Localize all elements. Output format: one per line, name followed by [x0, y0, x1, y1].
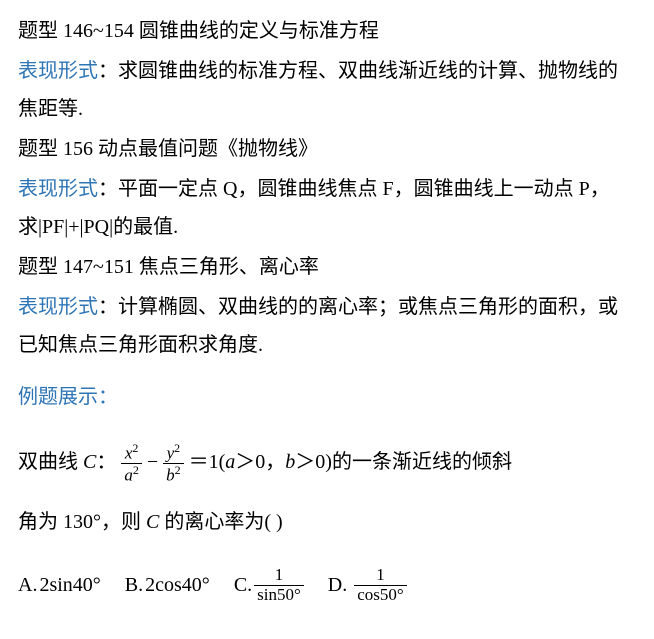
option-c-num: 1	[254, 566, 304, 586]
option-d-den: cos50°	[354, 586, 406, 605]
option-d-frac: 1 cos50°	[354, 566, 406, 604]
option-d-label: D.	[328, 566, 347, 604]
section2-form-text: ：平面一定点 Q，圆锥曲线焦点 F，圆锥曲线上一动点 P，求|PF|+|PQ|的…	[18, 178, 610, 238]
problem-line2: 角为 130°，则 C 的离心率为( )	[18, 496, 636, 548]
section3-title: 题型 147~151 焦点三角形、离心率	[18, 248, 636, 286]
gt2: ＞0)的一条渐近线的倾斜	[295, 451, 512, 473]
gt1: ＞0，	[235, 451, 285, 473]
section2-form-label: 表现形式	[18, 178, 98, 200]
option-c: C. 1 sin50°	[234, 566, 304, 604]
line2-var: C	[146, 511, 159, 533]
option-c-den: sin50°	[254, 586, 304, 605]
fraction-1: x2 a2	[121, 442, 142, 486]
option-b: B. 2cos40°	[125, 566, 210, 604]
curve-var: C	[83, 451, 96, 473]
section2-title: 题型 156 动点最值问题《抛物线》	[18, 130, 636, 168]
option-b-label: B.	[125, 566, 143, 604]
section1-title: 题型 146~154 圆锥曲线的定义与标准方程	[18, 12, 636, 50]
section3-form-label: 表现形式	[18, 296, 98, 318]
section2-form: 表现形式：平面一定点 Q，圆锥曲线焦点 F，圆锥曲线上一动点 P，求|PF|+|…	[18, 170, 636, 246]
option-c-label: C.	[234, 566, 252, 604]
examples-label: 例题展示：	[18, 378, 636, 416]
option-a: A.2sin40°	[18, 566, 101, 604]
option-a-text: 2sin40°	[39, 566, 100, 604]
section1-form: 表现形式：求圆锥曲线的标准方程、双曲线渐近线的计算、抛物线的焦距等.	[18, 52, 636, 128]
frac2-num-var: y	[167, 443, 175, 462]
option-d-num: 1	[354, 566, 406, 586]
problem-colon: ：	[96, 451, 116, 473]
cond-b: b	[285, 451, 295, 473]
options-row: A.2sin40° B. 2cos40° C. 1 sin50° D. 1 co…	[18, 566, 636, 604]
cond-a: a	[225, 451, 235, 473]
option-a-label: A.	[18, 566, 37, 604]
fraction-2: y2 b2	[163, 442, 184, 486]
option-b-text: 2cos40°	[145, 566, 210, 604]
frac1-den-var: a	[124, 466, 133, 485]
equals-text: ＝1(	[189, 451, 226, 473]
option-d: D. 1 cos50°	[328, 566, 407, 604]
frac2-den-var: b	[166, 466, 175, 485]
option-c-frac: 1 sin50°	[254, 566, 304, 604]
problem-line1: 双曲线 C： x2 a2 − y2 b2 ＝1(a＞0，b＞0)的一条渐近线的倾…	[18, 436, 636, 488]
line2-post: 的离心率为( )	[159, 511, 282, 533]
section3-form: 表现形式：计算椭圆、双曲线的的离心率；或焦点三角形的面积，或已知焦点三角形面积求…	[18, 288, 636, 364]
problem-prefix: 双曲线	[18, 451, 83, 473]
minus-sign: −	[147, 451, 163, 473]
section3-form-text: ：计算椭圆、双曲线的的离心率；或焦点三角形的面积，或已知焦点三角形面积求角度.	[18, 296, 618, 356]
section1-form-text: ：求圆锥曲线的标准方程、双曲线渐近线的计算、抛物线的焦距等.	[18, 60, 618, 120]
line2-pre: 角为 130°，则	[18, 511, 146, 533]
section1-form-label: 表现形式	[18, 60, 98, 82]
